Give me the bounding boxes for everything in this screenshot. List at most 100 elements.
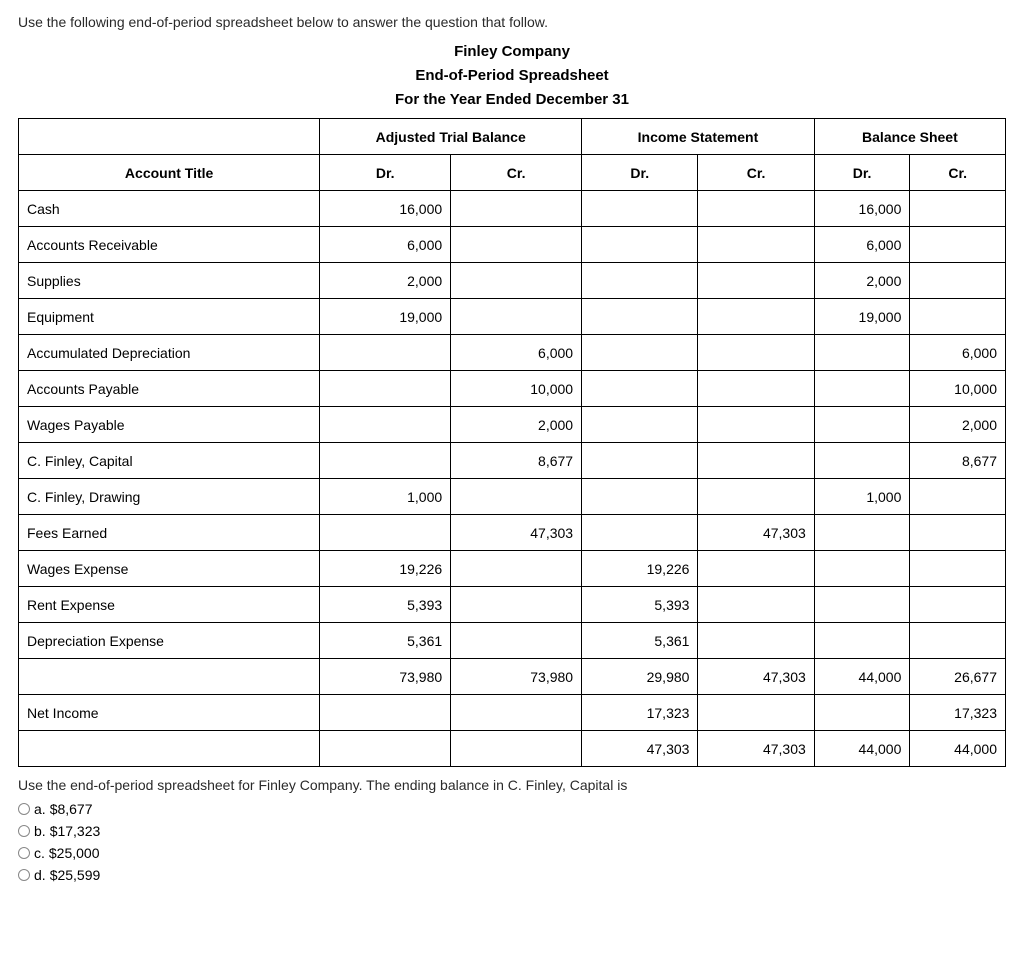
bs-dr-cell: 44,000 — [814, 731, 910, 767]
table-row: Wages Payable2,0002,000 — [19, 407, 1006, 443]
bs-dr-cell — [814, 407, 910, 443]
atb-dr-cell — [320, 731, 451, 767]
atb-dr-cell — [320, 335, 451, 371]
option-value: $17,323 — [50, 823, 101, 839]
account-title-cell: C. Finley, Drawing — [19, 479, 320, 515]
bs-dr-cell: 2,000 — [814, 263, 910, 299]
answer-option[interactable]: b. $17,323 — [18, 823, 1006, 839]
table-row: Net Income17,32317,323 — [19, 695, 1006, 731]
is-dr-cell — [582, 335, 698, 371]
is-dr-cell — [582, 515, 698, 551]
atb-dr-cell: 19,000 — [320, 299, 451, 335]
atb-cr-cell — [451, 587, 582, 623]
bs-cr-cell — [910, 263, 1006, 299]
sheet-body: Cash16,00016,000Accounts Receivable6,000… — [19, 191, 1006, 767]
account-title-cell: Rent Expense — [19, 587, 320, 623]
is-cr-cell — [698, 479, 814, 515]
atb-header: Adjusted Trial Balance — [320, 119, 582, 155]
table-row: Accounts Payable10,00010,000 — [19, 371, 1006, 407]
is-dr-cell — [582, 479, 698, 515]
bs-cr-cell — [910, 479, 1006, 515]
table-row: Supplies2,0002,000 — [19, 263, 1006, 299]
is-cr-cell — [698, 587, 814, 623]
account-title-cell — [19, 659, 320, 695]
atb-cr-cell: 6,000 — [451, 335, 582, 371]
radio-icon[interactable] — [18, 825, 30, 837]
bs-cr-cell: 2,000 — [910, 407, 1006, 443]
bs-cr-cell: 44,000 — [910, 731, 1006, 767]
account-title-cell: Wages Expense — [19, 551, 320, 587]
atb-dr-cell: 1,000 — [320, 479, 451, 515]
atb-cr-cell: 10,000 — [451, 371, 582, 407]
is-dr-cell — [582, 191, 698, 227]
is-cr-cell: 47,303 — [698, 659, 814, 695]
is-cr-cell — [698, 443, 814, 479]
bs-cr-cell — [910, 191, 1006, 227]
is-cr-header: Cr. — [698, 155, 814, 191]
answer-option[interactable]: a. $8,677 — [18, 801, 1006, 817]
bs-dr-cell — [814, 695, 910, 731]
atb-cr-cell — [451, 263, 582, 299]
blank-header — [19, 119, 320, 155]
company-name: Finley Company — [18, 40, 1006, 64]
bs-dr-header: Dr. — [814, 155, 910, 191]
radio-icon[interactable] — [18, 803, 30, 815]
bs-cr-cell: 26,677 — [910, 659, 1006, 695]
sheet-header: Finley Company End-of-Period Spreadsheet… — [18, 40, 1006, 112]
option-letter: c. — [34, 845, 45, 861]
atb-cr-cell — [451, 479, 582, 515]
bs-cr-cell: 17,323 — [910, 695, 1006, 731]
atb-cr-cell — [451, 551, 582, 587]
is-dr-cell — [582, 227, 698, 263]
is-cr-cell — [698, 299, 814, 335]
answer-option[interactable]: d. $25,599 — [18, 867, 1006, 883]
atb-cr-header: Cr. — [451, 155, 582, 191]
answer-option[interactable]: c. $25,000 — [18, 845, 1006, 861]
table-row: Accumulated Depreciation 6,000 6,000 — [19, 335, 1006, 371]
is-dr-cell: 5,393 — [582, 587, 698, 623]
account-title-header: Account Title — [19, 155, 320, 191]
bs-cr-cell — [910, 515, 1006, 551]
atb-cr-cell: 47,303 — [451, 515, 582, 551]
is-cr-cell: 47,303 — [698, 731, 814, 767]
sheet-period: For the Year Ended December 31 — [18, 88, 1006, 112]
is-cr-cell — [698, 623, 814, 659]
bs-header: Balance Sheet — [814, 119, 1005, 155]
bs-dr-cell — [814, 587, 910, 623]
radio-icon[interactable] — [18, 847, 30, 859]
account-title-cell: Accumulated Depreciation — [19, 335, 320, 371]
bs-cr-cell: 6,000 — [910, 335, 1006, 371]
bs-cr-cell: 10,000 — [910, 371, 1006, 407]
atb-dr-cell: 19,226 — [320, 551, 451, 587]
drcr-header-row: Account Title Dr. Cr. Dr. Cr. Dr. Cr. — [19, 155, 1006, 191]
table-row: Accounts Receivable6,0006,000 — [19, 227, 1006, 263]
atb-dr-cell: 2,000 — [320, 263, 451, 299]
bs-cr-cell: 8,677 — [910, 443, 1006, 479]
atb-dr-cell: 73,980 — [320, 659, 451, 695]
is-cr-cell — [698, 263, 814, 299]
atb-cr-cell — [451, 731, 582, 767]
option-value: $25,599 — [50, 867, 101, 883]
is-dr-cell: 47,303 — [582, 731, 698, 767]
atb-dr-cell — [320, 443, 451, 479]
account-title-cell: Equipment — [19, 299, 320, 335]
atb-dr-cell — [320, 515, 451, 551]
is-dr-cell: 29,980 — [582, 659, 698, 695]
is-dr-cell — [582, 407, 698, 443]
option-letter: b. — [34, 823, 46, 839]
bs-dr-cell: 19,000 — [814, 299, 910, 335]
table-row: Wages Expense19,22619,226 — [19, 551, 1006, 587]
bs-dr-cell — [814, 335, 910, 371]
is-dr-cell — [582, 263, 698, 299]
is-dr-cell: 17,323 — [582, 695, 698, 731]
account-title-cell: C. Finley, Capital — [19, 443, 320, 479]
table-row: Fees Earned47,30347,303 — [19, 515, 1006, 551]
bs-cr-cell — [910, 551, 1006, 587]
is-dr-cell: 5,361 — [582, 623, 698, 659]
account-title-cell: Cash — [19, 191, 320, 227]
atb-cr-cell — [451, 299, 582, 335]
option-letter: d. — [34, 867, 46, 883]
atb-dr-cell: 5,393 — [320, 587, 451, 623]
account-title-cell: Fees Earned — [19, 515, 320, 551]
radio-icon[interactable] — [18, 869, 30, 881]
